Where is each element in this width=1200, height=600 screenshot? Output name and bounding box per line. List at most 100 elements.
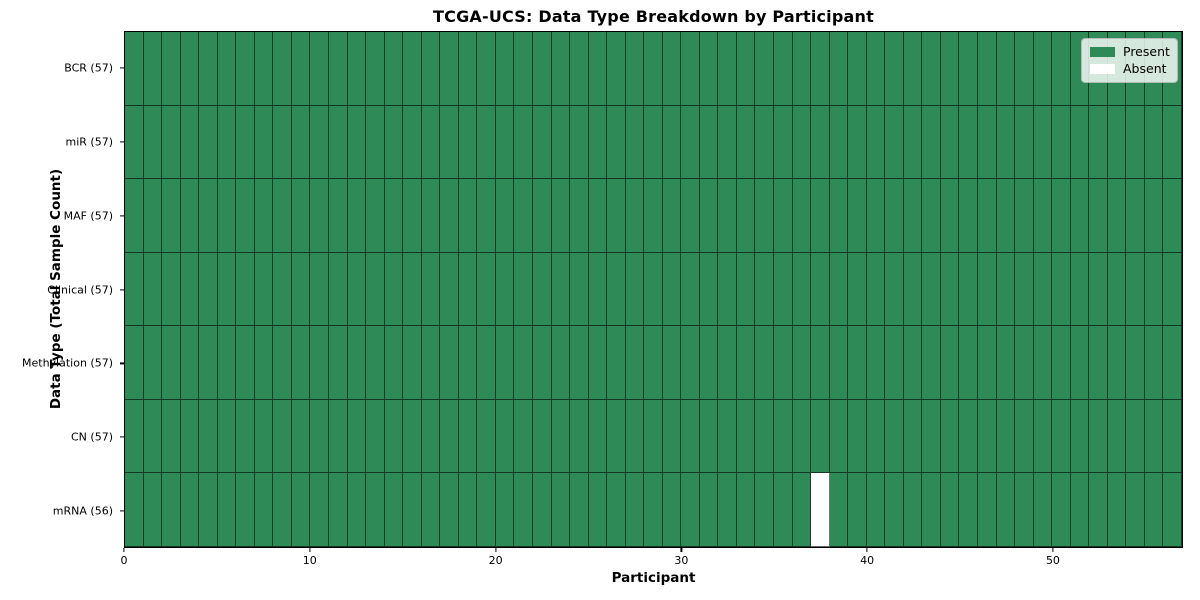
heatmap-cell-present <box>940 105 960 180</box>
heatmap-cell-present <box>848 252 867 327</box>
heatmap-cell-present <box>403 326 422 400</box>
heatmap-cell-present <box>755 179 775 253</box>
heatmap-cell-present <box>607 473 626 547</box>
heatmap-cell-present <box>291 179 311 253</box>
y-axis-ticks: BCR (57) miR (57) MAF (57) Clinical (57) Met… <box>0 31 124 548</box>
heatmap-cell-present <box>1163 179 1182 253</box>
heatmap-cell-present <box>588 179 608 253</box>
heatmap-cell-present <box>811 252 830 327</box>
heatmap-cell-present <box>551 179 571 253</box>
heatmap-cell-present <box>254 252 274 327</box>
heatmap-cell-present <box>903 399 923 474</box>
heatmap-cell-present <box>440 179 459 253</box>
heatmap-cell-present <box>718 179 737 253</box>
heatmap-cell-present <box>143 473 163 547</box>
heatmap-cell-present <box>625 252 645 327</box>
heatmap-cell-present <box>1144 179 1164 253</box>
heatmap-cell-present <box>328 252 348 327</box>
y-tick-mark <box>120 510 124 512</box>
heatmap-cell-present <box>310 32 329 106</box>
heatmap-cell-present <box>829 32 849 106</box>
heatmap-cell-present <box>1052 105 1071 180</box>
heatmap-cell-present <box>774 252 793 327</box>
y-tick-label: BCR (57) <box>64 61 113 75</box>
legend-label-absent: Absent <box>1123 60 1167 76</box>
heatmap-cell-present <box>551 473 571 547</box>
y-tick-mark <box>120 362 124 364</box>
heatmap-cell-present <box>125 473 144 547</box>
heatmap-cell-present <box>143 179 163 253</box>
heatmap-cell-present <box>273 105 292 180</box>
heatmap-cell-present <box>903 179 923 253</box>
heatmap-cell-present <box>885 179 904 253</box>
heatmap-cell-present <box>458 326 478 400</box>
heatmap-cell-present <box>384 252 404 327</box>
heatmap-cell-present <box>644 399 663 474</box>
heatmap-cell-present <box>662 32 682 106</box>
heatmap-cell-present <box>866 179 886 253</box>
heatmap-cell-present <box>180 473 200 547</box>
heatmap-cell-present <box>236 179 255 253</box>
heatmap-cell-present <box>310 252 329 327</box>
y-tick-mark <box>120 215 124 217</box>
heatmap-cell-present <box>1015 399 1034 474</box>
x-axis-ticks: 0 10 20 30 40 50 <box>120 548 1183 570</box>
y-tick-mark <box>120 436 124 438</box>
y-tick-label: CN (57) <box>71 430 113 444</box>
heatmap-cell-present <box>458 179 478 253</box>
heatmap-cell-present <box>217 326 237 400</box>
y-tick-mark <box>120 288 124 291</box>
heatmap-cell-present <box>1107 105 1127 180</box>
heatmap-cell-present <box>328 399 348 474</box>
heatmap-cell-present <box>1015 252 1034 327</box>
heatmap-cell-present <box>514 32 533 106</box>
x-tick-label: 30 <box>674 554 689 567</box>
heatmap-cell-present <box>366 32 385 106</box>
heatmap-cell-present <box>792 32 812 106</box>
heatmap-cell-present <box>1052 399 1071 474</box>
heatmap-cell-present <box>755 32 775 106</box>
heatmap-cell-present <box>959 399 979 474</box>
heatmap-cell-present <box>180 252 200 327</box>
heatmap-cell-present <box>403 105 422 180</box>
heatmap-cell-present <box>681 326 700 400</box>
heatmap-cell-present <box>236 399 255 474</box>
heatmap-cell-present <box>570 473 589 547</box>
heatmap-cell-present <box>774 32 793 106</box>
heatmap-cell-present <box>866 326 886 400</box>
heatmap-cell-present <box>421 326 441 400</box>
heatmap-cell-present <box>644 32 663 106</box>
heatmap-cell-present <box>978 179 997 253</box>
heatmap-cell-present <box>922 105 941 180</box>
heatmap-cell-present <box>1033 399 1053 474</box>
heatmap-cell-present <box>736 252 756 327</box>
heatmap-cell-present <box>347 105 367 180</box>
heatmap-cell-present <box>1107 252 1127 327</box>
heatmap-cell-present <box>903 105 923 180</box>
heatmap-cell-present <box>736 179 756 253</box>
heatmap-cell-present <box>403 252 422 327</box>
x-tick-label: 0 <box>120 554 128 567</box>
heatmap-cell-present <box>625 326 645 400</box>
legend-swatch-present-icon <box>1090 47 1115 58</box>
heatmap-cell-present <box>718 473 737 547</box>
heatmap-cell-present <box>959 179 979 253</box>
legend-label-present: Present <box>1123 44 1170 59</box>
heatmap-cell-present <box>328 473 348 547</box>
chart-title: TCGA-UCS: Data Type Breakdown by Partici… <box>433 7 874 26</box>
heatmap-cell-present <box>310 473 329 547</box>
heatmap-cell-present <box>1015 179 1034 253</box>
heatmap-cell-present <box>1052 326 1071 400</box>
heatmap-cell-present <box>180 326 200 400</box>
heatmap-cell-present <box>477 179 496 253</box>
heatmap-cell-present <box>588 105 608 180</box>
heatmap-cell-present <box>996 179 1016 253</box>
heatmap-cell-present <box>532 32 552 106</box>
heatmap-cell-present <box>811 105 830 180</box>
heatmap-cell-present <box>384 399 404 474</box>
heatmap-cell-present <box>199 105 218 180</box>
heatmap-cell-present <box>959 105 979 180</box>
heatmap-cell-present <box>848 399 867 474</box>
legend-entry-absent: Absent <box>1090 60 1169 76</box>
heatmap-cell-present <box>774 399 793 474</box>
